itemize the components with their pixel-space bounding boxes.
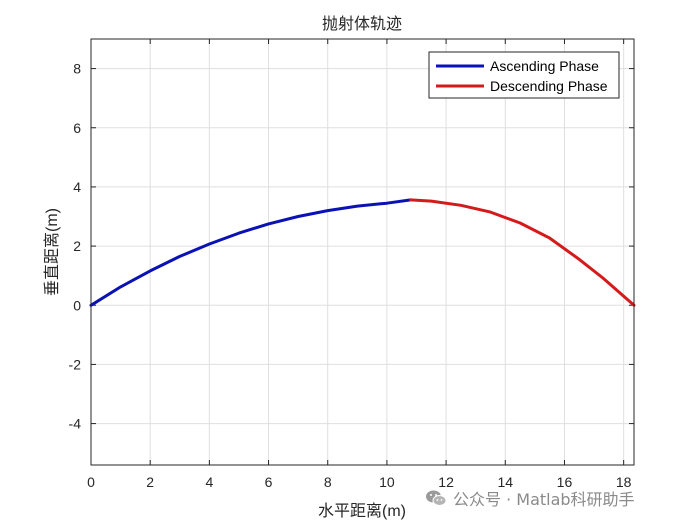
y-tick-label: 0: [73, 297, 81, 313]
y-tick-label: 8: [73, 61, 81, 77]
x-tick-label: 14: [497, 474, 513, 490]
legend-label-ascending: Ascending Phase: [490, 58, 599, 74]
x-tick-label: 18: [616, 474, 632, 490]
x-tick-label: 12: [438, 474, 454, 490]
grid: [90, 39, 634, 465]
y-tick-label: 6: [73, 120, 81, 136]
y-tick-label: 4: [73, 179, 81, 195]
x-axis-label: 水平距离(m): [318, 502, 406, 520]
series-line-descending: [409, 198, 636, 307]
x-tick-label: 16: [557, 474, 573, 490]
plot-area-border: [90, 38, 635, 466]
series: [89, 198, 636, 307]
y-axis-label: 垂直距离(m): [43, 208, 61, 296]
wechat-icon: [426, 490, 447, 506]
chart-title: 抛射体轨迹: [322, 15, 402, 33]
legend: Ascending Phase Descending Phase: [428, 51, 620, 99]
legend-label-descending: Descending Phase: [490, 78, 608, 94]
series-line-ascending: [89, 198, 413, 307]
x-tick-label: 2: [146, 474, 154, 490]
y-tick-label: -4: [69, 416, 82, 432]
legend-box: [428, 51, 620, 99]
watermark: 公众号 · Matlab科研助手: [425, 486, 635, 510]
y-tick-label: -2: [69, 356, 82, 372]
x-tick-label: 0: [87, 474, 95, 490]
x-tick-label: 6: [265, 474, 273, 490]
x-tick-label: 10: [379, 474, 395, 490]
axis-ticks: 0 2 4 6 8 10 12 14 16 18 -4 -2 0 2 4 6 8: [69, 39, 634, 490]
y-tick-label: 2: [73, 238, 81, 254]
x-tick-label: 4: [205, 474, 213, 490]
watermark-text: 公众号 · Matlab科研助手: [453, 490, 635, 509]
x-tick-label: 8: [324, 474, 332, 490]
